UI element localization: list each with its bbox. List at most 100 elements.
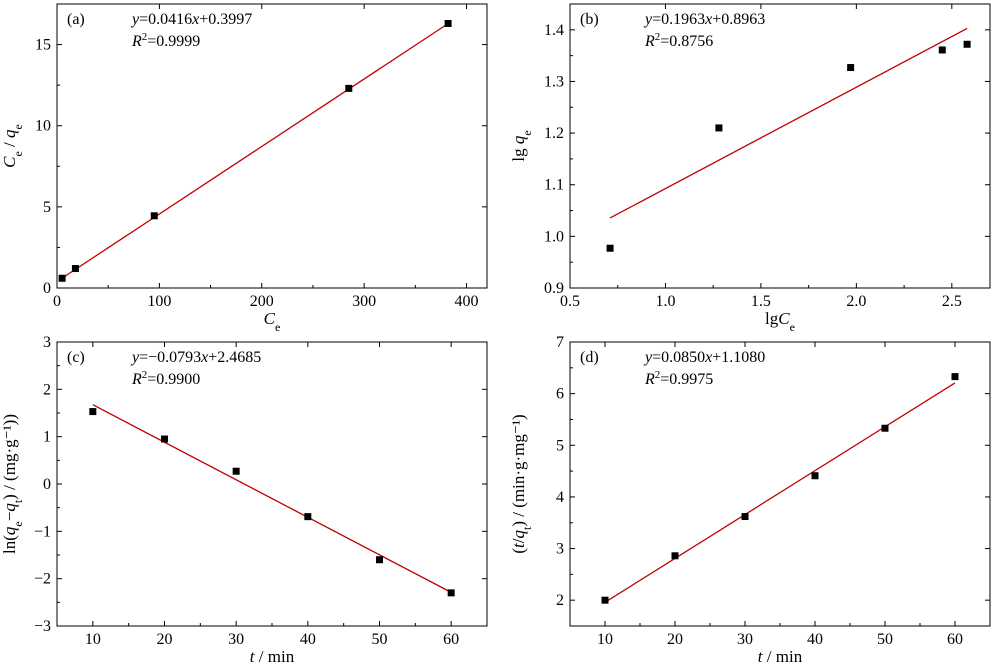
y-tick-label: −1 bbox=[34, 523, 51, 540]
data-point bbox=[345, 84, 353, 92]
x-tick-label: 0.5 bbox=[560, 293, 580, 310]
panel-label: (d) bbox=[580, 349, 599, 366]
y-tick-label: 0.9 bbox=[544, 280, 564, 297]
plot-frame bbox=[569, 3, 991, 289]
y-tick-label: 5 bbox=[556, 437, 564, 454]
data-point bbox=[811, 472, 819, 480]
x-tick-label: 0 bbox=[53, 293, 61, 310]
x-tick-label: 400 bbox=[455, 293, 479, 310]
x-tick-label: 1.5 bbox=[751, 293, 771, 310]
x-tick-label: 50 bbox=[372, 631, 388, 648]
fit-equation: y=0.0416x+0.3997 bbox=[130, 11, 252, 28]
y-tick-label: 1.4 bbox=[544, 22, 564, 39]
data-point bbox=[847, 64, 855, 72]
x-axis-label: Ce bbox=[264, 309, 281, 334]
fit-line bbox=[61, 23, 449, 279]
x-tick-label: 10 bbox=[597, 631, 613, 648]
data-point bbox=[951, 373, 959, 381]
y-tick-label: 0 bbox=[43, 476, 51, 493]
r-squared: R2=0.9975 bbox=[644, 369, 713, 388]
x-tick-label: 2.5 bbox=[942, 293, 962, 310]
fit-equation: y=0.1963x+0.8963 bbox=[643, 11, 765, 28]
panel-label: (a) bbox=[67, 11, 85, 28]
x-tick-label: 50 bbox=[877, 631, 893, 648]
y-tick-label: −2 bbox=[34, 571, 51, 588]
y-tick-label: 1.2 bbox=[544, 125, 564, 142]
data-point bbox=[150, 212, 158, 220]
data-point bbox=[741, 513, 749, 521]
data-point bbox=[304, 513, 312, 521]
data-point bbox=[963, 40, 971, 48]
y-tick-label: 1 bbox=[43, 429, 51, 446]
y-tick-label: −3 bbox=[34, 618, 51, 635]
x-tick-label: 1.0 bbox=[655, 293, 675, 310]
r-squared: R2=0.9900 bbox=[131, 369, 200, 388]
plot-frame bbox=[56, 341, 488, 627]
data-point bbox=[715, 124, 723, 132]
fit-line bbox=[604, 382, 956, 603]
x-tick-label: 10 bbox=[85, 631, 101, 648]
y-tick-label: 1.0 bbox=[544, 228, 564, 245]
x-tick-label: 40 bbox=[807, 631, 823, 648]
x-tick-label: 30 bbox=[228, 631, 244, 648]
y-axis-label: lg qe bbox=[509, 130, 534, 161]
data-point bbox=[58, 274, 66, 282]
panel-a: 0 100 200 300 400 0 5 10 15 (a) y=0.0416x+0.3997 R2… bbox=[0, 3, 488, 334]
r-squared: R2=0.8756 bbox=[644, 31, 713, 50]
y-axis-label: ln(qe−qt) / (mg·g⁻¹)) bbox=[0, 414, 25, 554]
x-tick-label: 20 bbox=[157, 631, 173, 648]
data-point bbox=[444, 19, 452, 27]
data-point bbox=[671, 552, 679, 560]
fit-equation: y=−0.0793x+2.4685 bbox=[130, 349, 261, 366]
y-tick-label: 6 bbox=[556, 386, 564, 403]
plot-frame bbox=[569, 341, 991, 627]
data-point bbox=[161, 435, 168, 443]
y-tick-label: 15 bbox=[35, 37, 51, 54]
data-point bbox=[447, 589, 455, 597]
x-axis-label: lgCe bbox=[765, 309, 795, 334]
x-tick-label: 60 bbox=[443, 631, 459, 648]
x-axis-label: t / min bbox=[758, 647, 803, 666]
x-axis-label: t / min bbox=[250, 647, 295, 666]
fit-equation: y=0.0850x+1.1080 bbox=[643, 349, 765, 366]
x-tick-label: 30 bbox=[737, 631, 753, 648]
x-tick-label: 200 bbox=[250, 293, 274, 310]
plot-frame bbox=[56, 3, 488, 289]
x-tick-label: 2.0 bbox=[846, 293, 866, 310]
x-tick-label: 100 bbox=[147, 293, 171, 310]
r-squared: R2=0.9999 bbox=[131, 31, 200, 50]
y-tick-label: 4 bbox=[556, 489, 564, 506]
data-point bbox=[881, 424, 889, 432]
y-tick-label: 0 bbox=[43, 280, 51, 297]
y-tick-label: 3 bbox=[556, 541, 564, 558]
x-tick-label: 40 bbox=[300, 631, 316, 648]
y-tick-label: 2 bbox=[43, 381, 51, 398]
y-axis-label: (t/qt) / (min·g·mg⁻¹) bbox=[509, 414, 534, 553]
y-tick-label: 7 bbox=[556, 334, 564, 351]
y-tick-label: 3 bbox=[43, 334, 51, 351]
y-tick-label: 10 bbox=[35, 118, 51, 135]
panel-d: 10 20 30 40 50 60 2 3 4 5 6 7 (d) y=0.0850x+1.1080 R2=… bbox=[509, 334, 991, 666]
panel-b: 0.5 1.0 1.5 2.0 2.5 0.9 1.0 1.1 1.2 1.3 1.4 (b) y=0.… bbox=[509, 3, 991, 334]
x-tick-label: 60 bbox=[947, 631, 963, 648]
data-point bbox=[601, 596, 609, 604]
y-tick-label: 5 bbox=[43, 199, 51, 216]
panel-label: (b) bbox=[580, 11, 599, 28]
x-tick-label: 300 bbox=[352, 293, 376, 310]
data-point bbox=[938, 46, 946, 54]
panel-label: (c) bbox=[67, 349, 85, 366]
fit-line bbox=[609, 27, 968, 219]
fit-line bbox=[92, 404, 452, 593]
y-tick-label: 1.3 bbox=[544, 73, 564, 90]
data-point bbox=[89, 408, 97, 416]
panel-c: 10 20 30 40 50 60 −3 −2 −1 0 1 2 3 (c) y=−0.0793x+2.46… bbox=[0, 334, 488, 666]
data-point bbox=[71, 265, 79, 273]
data-point bbox=[606, 244, 614, 252]
y-tick-label: 2 bbox=[556, 592, 564, 609]
data-point bbox=[232, 467, 240, 475]
x-tick-label: 20 bbox=[667, 631, 683, 648]
y-tick-label: 1.1 bbox=[544, 177, 564, 194]
data-point bbox=[376, 556, 383, 564]
y-axis-label: Ce / qe bbox=[0, 124, 25, 168]
